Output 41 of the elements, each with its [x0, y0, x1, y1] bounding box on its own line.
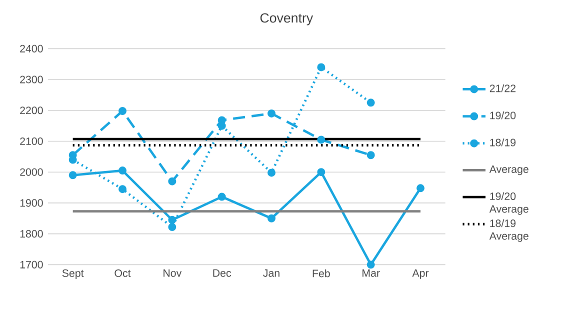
- point: [168, 223, 176, 232]
- legend-label: 18/19: [490, 138, 516, 146]
- x-tick-label: Mar: [362, 269, 380, 277]
- y-tick-label: 1900: [20, 199, 43, 207]
- x-tick-label: Jan: [263, 269, 280, 277]
- point: [168, 177, 176, 186]
- point: [317, 63, 326, 72]
- y-tick-label: 1800: [20, 230, 43, 238]
- legend-label: 18/19 Average: [489, 219, 528, 242]
- point: [218, 192, 226, 201]
- point: [118, 166, 127, 175]
- x-tick-label: Sept: [62, 269, 84, 280]
- y-tick-label: 2300: [20, 76, 43, 84]
- point: [317, 136, 326, 144]
- y-tick-label: 2200: [20, 106, 43, 114]
- point: [268, 214, 276, 222]
- point: [118, 107, 127, 116]
- point: [168, 216, 176, 224]
- point: [416, 184, 425, 192]
- y-tick-label: 1700: [20, 260, 43, 268]
- x-tick-label: Apr: [412, 269, 429, 279]
- x-tick-label: Dec: [213, 269, 232, 277]
- y-tick-label: 2400: [20, 44, 43, 52]
- point: [268, 168, 276, 177]
- x-tick-label: Oct: [114, 269, 131, 277]
- y-tick-label: 2000: [20, 168, 43, 176]
- point: [268, 109, 276, 118]
- chart-title: Coventry: [260, 13, 314, 26]
- point: [317, 168, 326, 176]
- legend-label: 19/20: [490, 111, 516, 120]
- point: [366, 98, 375, 107]
- legend-label: 21/22: [490, 84, 516, 92]
- legend-label: 19/20 Average: [489, 192, 528, 215]
- y-tick-label: 2100: [20, 137, 43, 146]
- x-tick-label: Nov: [164, 269, 182, 277]
- point: [68, 171, 77, 180]
- x-tick-label: Feb: [312, 269, 330, 278]
- point: [118, 185, 127, 194]
- point: [366, 260, 375, 269]
- legend-label: Average: [489, 166, 528, 176]
- point: [366, 151, 375, 160]
